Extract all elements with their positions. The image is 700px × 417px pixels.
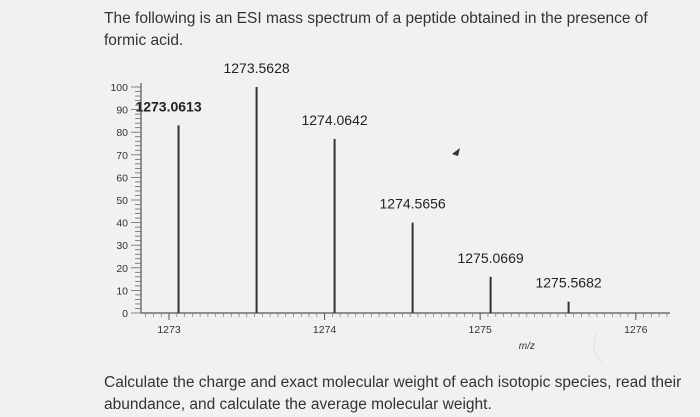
y-tick-label: 80	[116, 127, 128, 139]
x-tick-label: 1273	[157, 324, 181, 336]
peaks	[177, 87, 570, 313]
peak-label: 1273.0613	[135, 98, 201, 114]
question-task: Calculate the charge and exact molecular…	[104, 374, 682, 413]
peak-label: 1274.0642	[301, 112, 367, 128]
peak-label: 1274.5656	[380, 196, 446, 212]
x-axis-label: m/z	[519, 341, 535, 352]
x-tick-label: 1275	[469, 324, 493, 336]
y-tick-label: 60	[116, 172, 128, 184]
y-axis: 0 10 20 30 40 50 60 70 80 90 100	[110, 82, 142, 320]
x-tick-label: 1274	[313, 324, 337, 336]
peak-labels: 1273.0613 1273.5628 1274.0642 1274.5656 1275…	[135, 60, 601, 291]
y-tick-label: 30	[116, 240, 128, 252]
y-tick-label: 0	[122, 308, 128, 320]
cursor-arrow-icon	[452, 148, 460, 156]
y-tick-label: 50	[116, 195, 128, 207]
decorative-arc	[593, 329, 603, 363]
x-tick-label: 1276	[624, 324, 648, 336]
y-tick-label: 40	[116, 218, 128, 230]
x-axis: 1273 1274 1275 1276	[141, 312, 670, 336]
y-tick-label: 20	[116, 263, 128, 275]
peak-label: 1273.5628	[223, 60, 289, 76]
y-tick-label: 90	[116, 105, 128, 117]
peak-label: 1275.5682	[535, 275, 601, 291]
peak-label: 1275.0669	[457, 250, 523, 266]
y-tick-label: 70	[116, 150, 128, 162]
y-tick-label: 100	[110, 82, 128, 94]
y-tick-label: 10	[116, 285, 128, 297]
question-intro: The following is an ESI mass spectrum of…	[104, 10, 648, 49]
